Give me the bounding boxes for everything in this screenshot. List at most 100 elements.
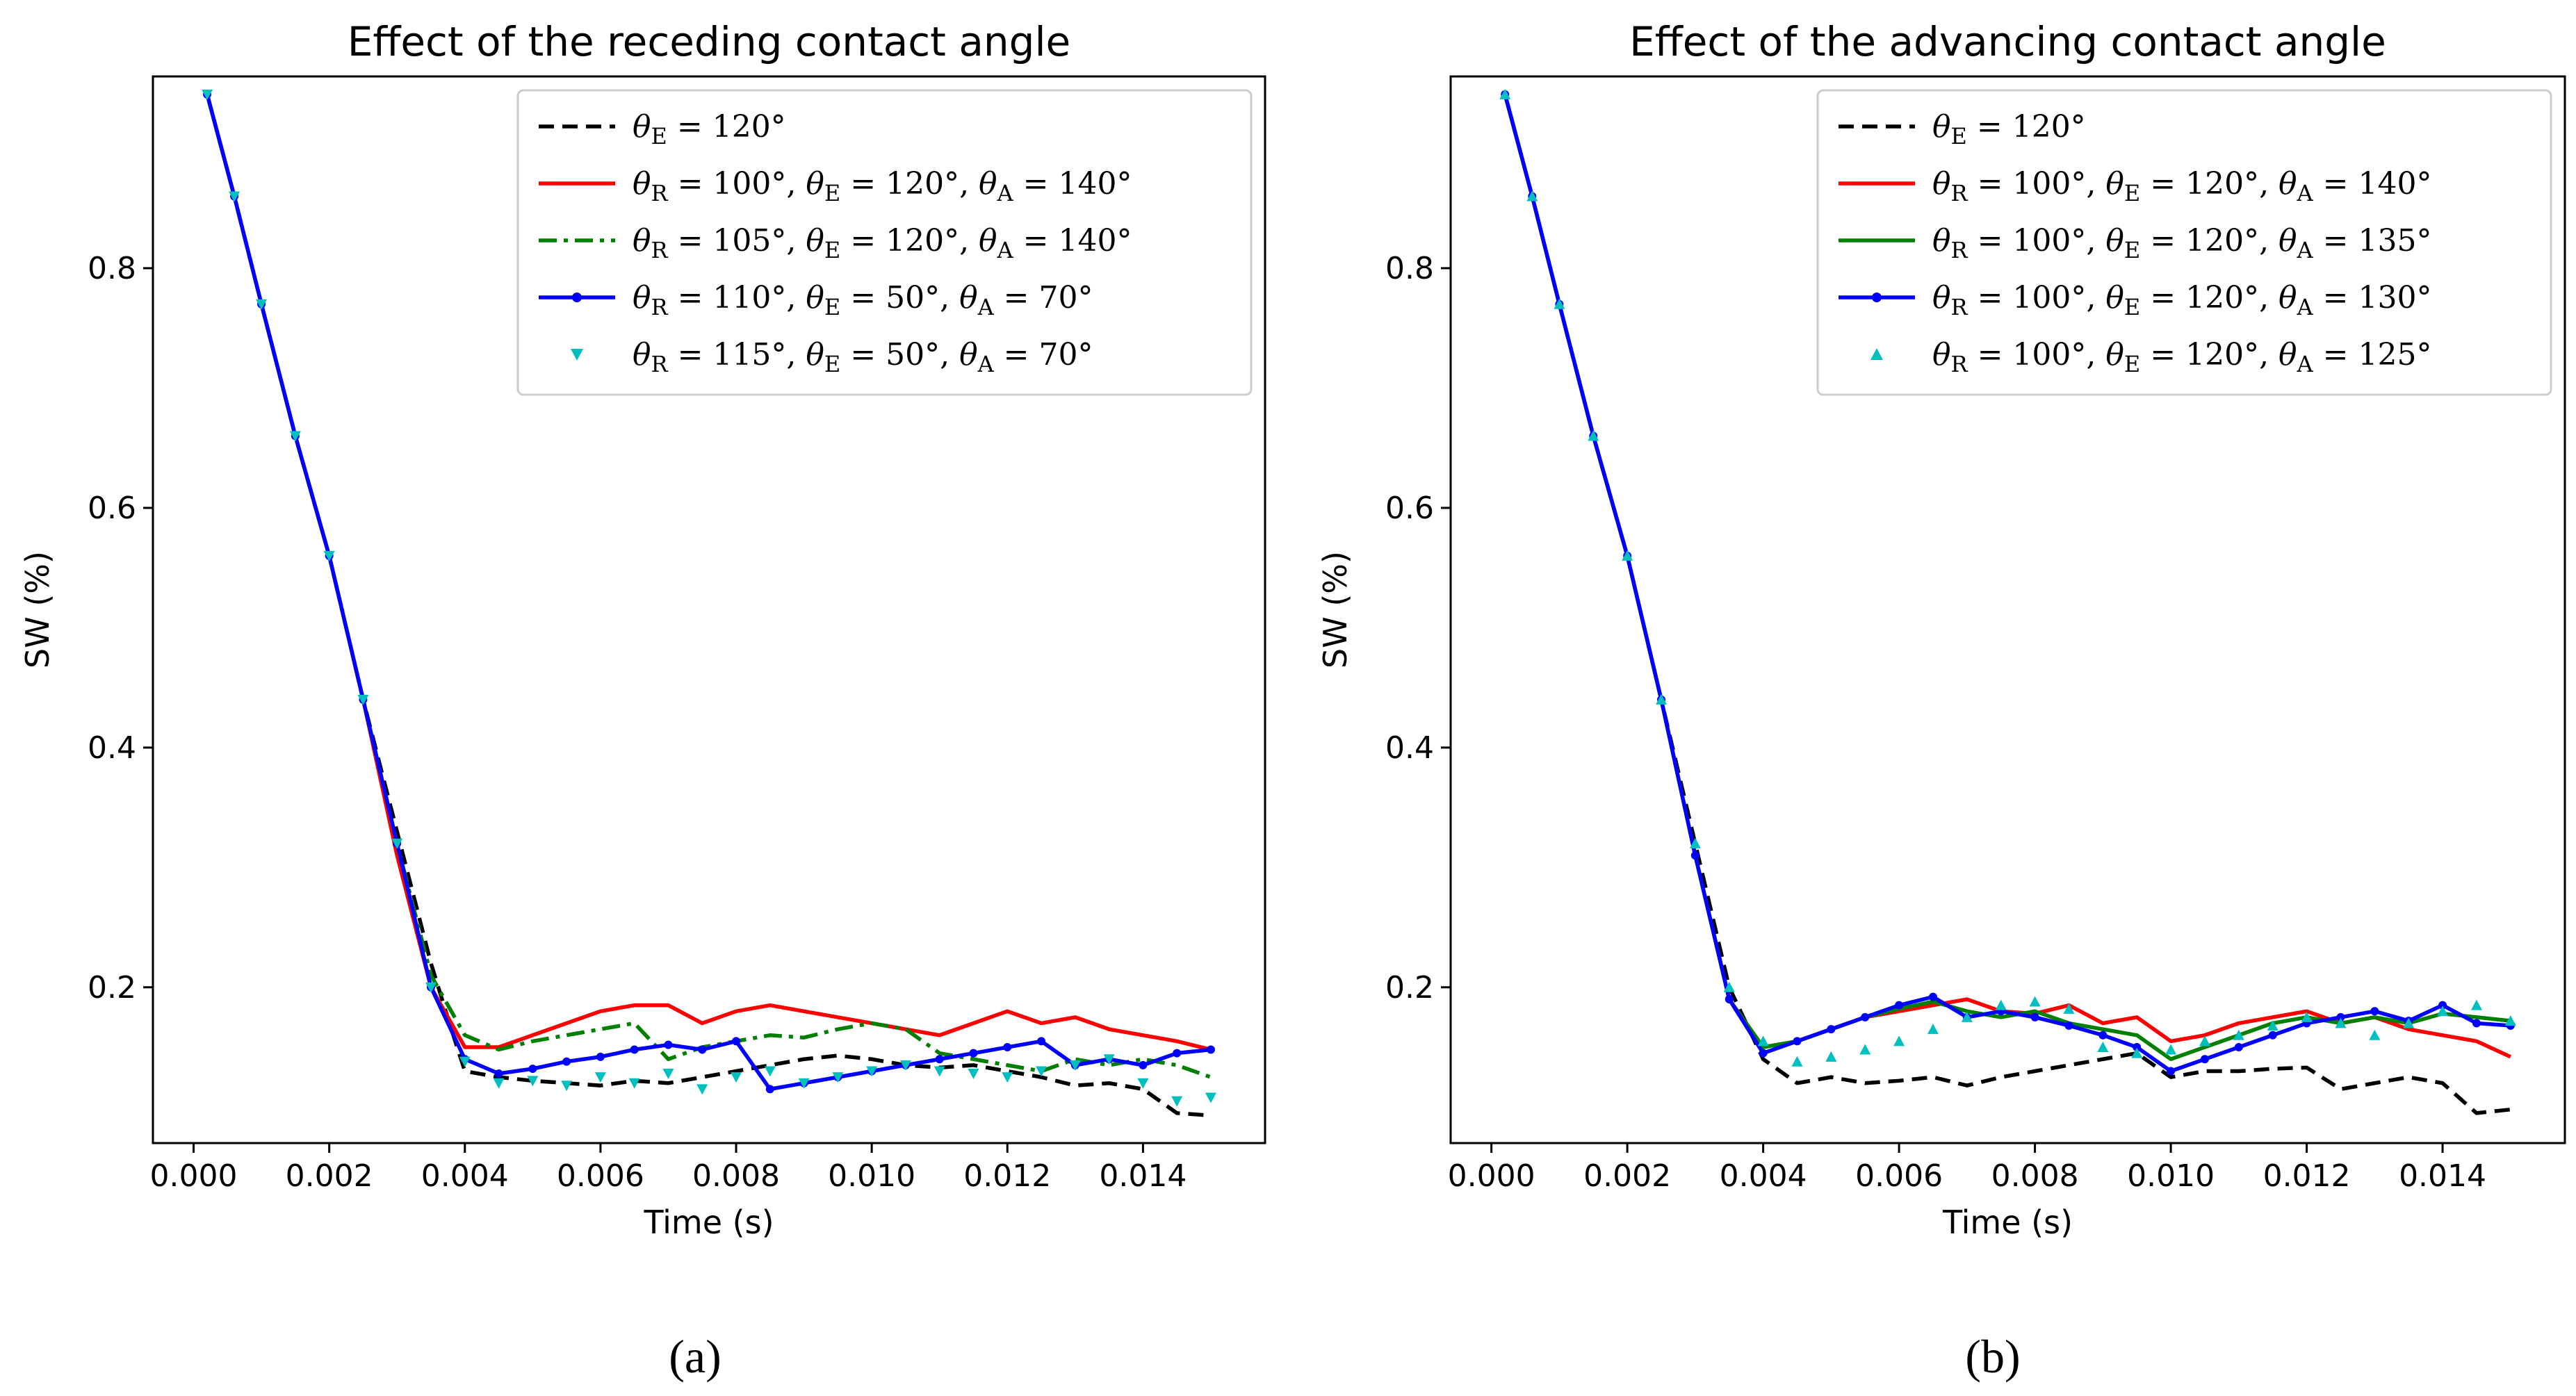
- data-point: [1927, 1024, 1939, 1035]
- chart-title: Effect of the advancing contact angle: [1629, 18, 2386, 65]
- data-point: [1526, 190, 1538, 202]
- series-5: [202, 89, 1216, 1107]
- data-point: [2268, 1030, 2277, 1040]
- data-point: [628, 1078, 640, 1089]
- legend-entry: θR = 100°, θE = 120°, θA = 140°: [1839, 166, 2431, 206]
- legend-label: θR = 100°, θE = 120°, θA = 140°: [1932, 166, 2431, 206]
- data-point: [1827, 1025, 1836, 1034]
- data-point: [1588, 430, 1599, 441]
- chart-title: Effect of the receding contact angle: [348, 18, 1071, 65]
- data-point: [1859, 1044, 1871, 1055]
- data-point: [357, 694, 369, 705]
- legend-marker: [1872, 293, 1882, 302]
- legend: θE = 120° θR = 100°, θE = 120°, θA = 140°…: [1816, 89, 2552, 396]
- data-point: [2199, 1035, 2210, 1046]
- data-point: [1037, 1037, 1046, 1046]
- y-axis-label: SW (%): [1316, 551, 1354, 668]
- x-tick-label: 0.010: [2127, 1158, 2215, 1194]
- data-point: [832, 1072, 844, 1083]
- chart-panel-1: Effect of the receding contact angle 0.00…: [19, 18, 1266, 1383]
- legend-marker: [1870, 348, 1883, 360]
- y-tick-label: 0.2: [88, 970, 136, 1005]
- legend: θE = 120° θR = 100°, θE = 120°, θA = 140°…: [516, 89, 1253, 396]
- data-point: [1103, 1054, 1115, 1065]
- data-point: [1173, 1049, 1182, 1058]
- data-point: [562, 1057, 571, 1066]
- x-tick-label: 0.004: [421, 1158, 509, 1194]
- data-point: [594, 1072, 606, 1083]
- data-point: [2336, 1012, 2345, 1021]
- data-point: [2233, 1029, 2244, 1040]
- x-tick-label: 0.000: [1448, 1158, 1535, 1194]
- data-point: [1002, 1072, 1013, 1083]
- legend-label: θE = 120°: [1932, 109, 2086, 149]
- x-tick-label: 0.006: [557, 1158, 644, 1194]
- legend-entry: θR = 110°, θE = 50°, θA = 70°: [539, 280, 1093, 320]
- data-point: [1895, 1001, 1904, 1010]
- data-point: [2504, 1015, 2516, 1026]
- series-5: [1499, 88, 2516, 1067]
- data-point: [494, 1069, 503, 1078]
- data-point: [764, 1066, 776, 1077]
- data-point: [202, 89, 213, 100]
- plot-frame: [152, 75, 1266, 1144]
- data-point: [2063, 1003, 2075, 1014]
- x-tick-label: 0.002: [1583, 1158, 1671, 1194]
- x-tick-label: 0.008: [692, 1158, 780, 1194]
- legend-label: θR = 100°, θE = 120°, θA = 135°: [1932, 223, 2431, 263]
- legend-entry: θR = 100°, θE = 120°, θA = 135°: [1839, 223, 2431, 263]
- legend-marker: [572, 293, 582, 302]
- data-point: [1003, 1043, 1012, 1052]
- data-point: [696, 1084, 708, 1095]
- data-point: [323, 550, 335, 561]
- data-point: [2200, 1055, 2209, 1064]
- data-point: [1759, 1049, 1768, 1058]
- data-point: [1139, 1060, 1148, 1069]
- data-point: [391, 838, 403, 849]
- legend-entry: θR = 100°, θE = 120°, θA = 125°: [1870, 337, 2431, 377]
- data-point: [2029, 996, 2041, 1007]
- data-point: [1861, 1012, 1870, 1021]
- data-point: [2165, 1044, 2177, 1055]
- data-point: [2370, 1007, 2379, 1016]
- data-point: [866, 1066, 878, 1077]
- plot-frame: [1449, 75, 2566, 1144]
- data-point: [459, 1056, 471, 1067]
- data-point: [1690, 851, 1699, 860]
- legend-label: θE = 120°: [633, 109, 786, 149]
- data-point: [1793, 1037, 1802, 1046]
- legend-entry: θR = 105°, θE = 120°, θA = 140°: [539, 223, 1132, 263]
- data-point: [2098, 1030, 2108, 1040]
- data-point: [969, 1049, 978, 1058]
- data-point: [2403, 1017, 2415, 1028]
- legend-box: [1816, 89, 2552, 396]
- y-axis-label: SW (%): [19, 551, 56, 668]
- data-point: [2234, 1043, 2243, 1052]
- data-point: [1499, 88, 1511, 99]
- legend-entry: θE = 120°: [539, 109, 786, 149]
- data-point: [934, 1066, 945, 1077]
- data-point: [662, 1068, 674, 1079]
- x-tick-label: 0.002: [286, 1158, 373, 1194]
- x-tick-label: 0.004: [1720, 1158, 1807, 1194]
- y-tick-label: 0.4: [88, 730, 136, 766]
- data-point: [2472, 1019, 2481, 1028]
- data-point: [1995, 999, 2007, 1010]
- data-point: [2167, 1067, 2176, 1076]
- x-tick-label: 0.014: [2399, 1158, 2486, 1194]
- data-point: [1622, 550, 1633, 561]
- data-point: [1069, 1060, 1081, 1071]
- x-axis-label: Time (s): [643, 1204, 774, 1241]
- legend-marker: [571, 349, 583, 361]
- data-point: [1205, 1092, 1216, 1103]
- legend-entry: θR = 100°, θE = 120°, θA = 140°: [539, 166, 1132, 206]
- data-point: [528, 1065, 537, 1074]
- y-tick-label: 0.8: [1385, 251, 1434, 286]
- data-point: [527, 1076, 539, 1087]
- y-tick-label: 0.6: [88, 491, 136, 526]
- data-point: [256, 299, 268, 310]
- x-tick-label: 0.006: [1855, 1158, 1943, 1194]
- data-point: [1725, 995, 1734, 1004]
- data-point: [1961, 1011, 1973, 1022]
